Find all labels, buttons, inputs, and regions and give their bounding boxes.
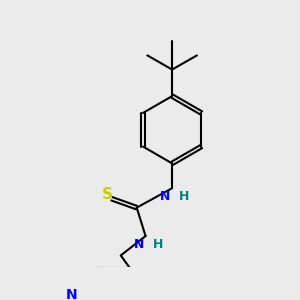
Text: H: H: [153, 238, 163, 251]
Text: N: N: [134, 238, 144, 251]
Text: S: S: [102, 187, 113, 202]
Text: N: N: [160, 190, 170, 203]
Text: N: N: [66, 288, 77, 300]
Text: H: H: [179, 190, 190, 203]
